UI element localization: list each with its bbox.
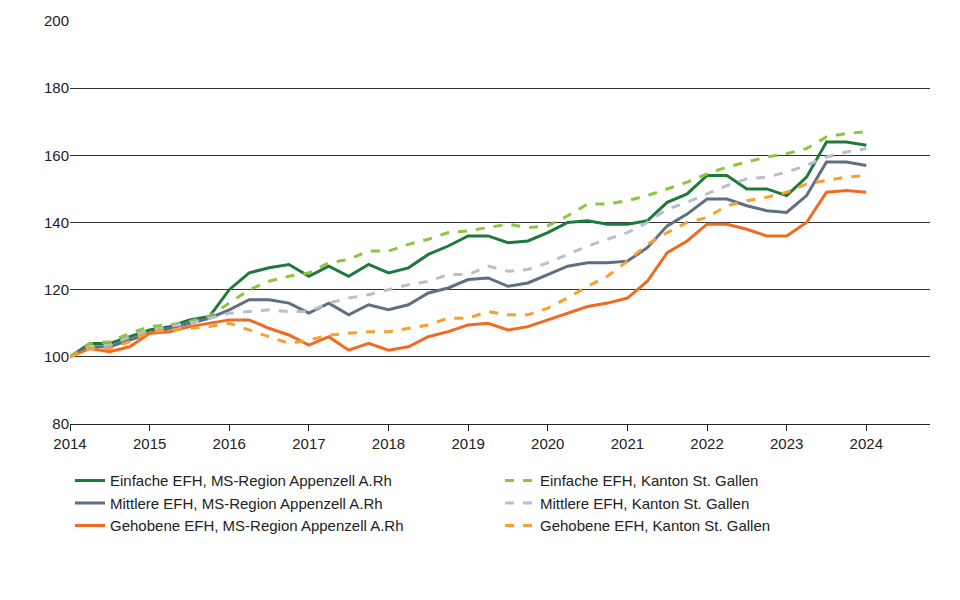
svg-text:80: 80 [52,415,69,432]
svg-text:2016: 2016 [213,435,246,452]
svg-text:200: 200 [44,12,69,29]
svg-text:100: 100 [44,348,69,365]
svg-text:160: 160 [44,147,69,164]
svg-text:Gehobene EFH, MS-Region Appenz: Gehobene EFH, MS-Region Appenzell A.Rh [110,517,404,534]
svg-text:Mittlere EFH, MS-Region Appenz: Mittlere EFH, MS-Region Appenzell A.Rh [110,495,383,512]
svg-text:Einfache EFH, MS-Region Appenz: Einfache EFH, MS-Region Appenzell A.Rh [110,472,392,489]
svg-text:2022: 2022 [690,435,723,452]
svg-text:2023: 2023 [770,435,803,452]
svg-text:Mittlere EFH, Kanton St. Galle: Mittlere EFH, Kanton St. Gallen [540,495,749,512]
svg-text:Einfache EFH, Kanton St. Galle: Einfache EFH, Kanton St. Gallen [540,472,758,489]
svg-text:180: 180 [44,79,69,96]
svg-text:2015: 2015 [133,435,166,452]
svg-text:2018: 2018 [372,435,405,452]
svg-text:2021: 2021 [611,435,644,452]
svg-text:2019: 2019 [451,435,484,452]
svg-text:2014: 2014 [53,435,86,452]
svg-text:2020: 2020 [531,435,564,452]
svg-text:2017: 2017 [292,435,325,452]
svg-text:140: 140 [44,214,69,231]
svg-text:Gehobene EFH, Kanton St. Galle: Gehobene EFH, Kanton St. Gallen [540,517,770,534]
svg-text:2024: 2024 [850,435,883,452]
svg-text:120: 120 [44,281,69,298]
